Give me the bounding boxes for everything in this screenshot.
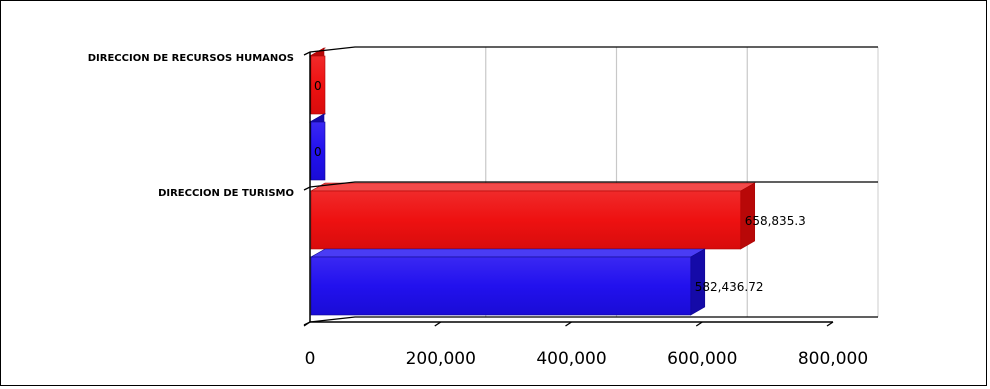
bar-blue-top <box>309 248 706 258</box>
category-gridline <box>303 181 878 191</box>
bar-red-top <box>309 182 756 192</box>
category-label: DIRECCION DE RECURSOS HUMANOS <box>88 53 294 64</box>
bar-blue <box>310 256 692 316</box>
data-label: 582,436.72 <box>695 280 764 294</box>
bar-red <box>310 190 742 250</box>
bar-blue <box>310 121 326 181</box>
data-label: 658,835.3 <box>745 214 806 228</box>
data-label: 0 <box>314 79 322 93</box>
x-tick-label: 600,000 <box>667 349 737 369</box>
x-tick-label: 800,000 <box>798 349 868 369</box>
category-gridline <box>303 316 878 326</box>
x-tick <box>434 321 442 327</box>
x-tick <box>695 321 703 327</box>
category-label: DIRECCION DE TURISMO <box>158 188 294 199</box>
category-gridline <box>303 46 878 56</box>
x-tick-label: 400,000 <box>536 349 606 369</box>
bar-red <box>310 55 326 115</box>
x-tick <box>565 321 572 327</box>
x-tick <box>303 321 311 327</box>
x-tick <box>826 321 834 327</box>
x-tick-label: 0 <box>305 349 316 369</box>
x-tick-label: 200,000 <box>406 349 476 369</box>
data-label: 0 <box>314 145 322 159</box>
